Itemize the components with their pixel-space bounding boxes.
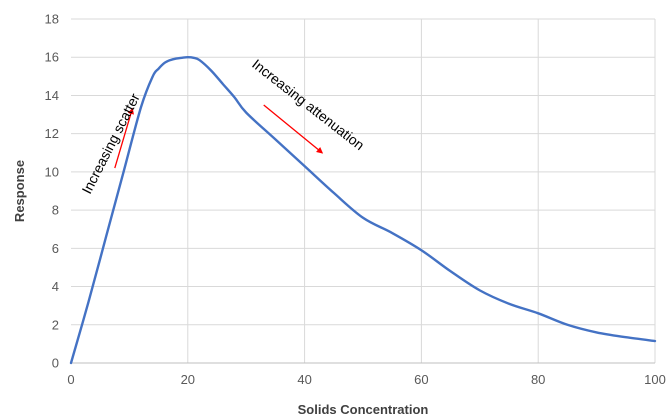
x-tick-label: 100 bbox=[644, 372, 666, 387]
x-tick-label: 80 bbox=[531, 372, 545, 387]
y-tick-label: 4 bbox=[52, 279, 59, 294]
annotation-arrow bbox=[114, 107, 134, 169]
annotation-label: Increasing scatter bbox=[78, 90, 143, 196]
y-tick-label: 18 bbox=[45, 12, 59, 27]
x-tick-label: 60 bbox=[414, 372, 428, 387]
y-tick-label: 12 bbox=[45, 126, 59, 141]
y-tick-label: 16 bbox=[45, 50, 59, 65]
y-tick-label: 0 bbox=[52, 356, 59, 371]
grid bbox=[71, 18, 656, 363]
x-tick-label: 40 bbox=[297, 372, 311, 387]
x-tick-label: 0 bbox=[67, 372, 74, 387]
y-tick-label: 6 bbox=[52, 241, 59, 256]
y-tick-label: 10 bbox=[45, 164, 59, 179]
y-tick-label: 14 bbox=[45, 88, 59, 103]
series-line bbox=[69, 56, 657, 365]
y-axis-title: Response bbox=[12, 160, 27, 222]
tick-labels: 0 2 4 6 8 10 12 14 16 18 0 20 40 60 80 100 bbox=[45, 12, 666, 388]
series-layer bbox=[69, 56, 657, 365]
y-tick-label: 2 bbox=[52, 317, 59, 332]
annotation-label: Increasing attenuation bbox=[249, 56, 367, 153]
y-tick-label: 8 bbox=[52, 203, 59, 218]
annotation-arrow bbox=[263, 104, 324, 154]
x-axis-title: Solids Concentration bbox=[298, 402, 429, 417]
x-tick-label: 20 bbox=[181, 372, 195, 387]
